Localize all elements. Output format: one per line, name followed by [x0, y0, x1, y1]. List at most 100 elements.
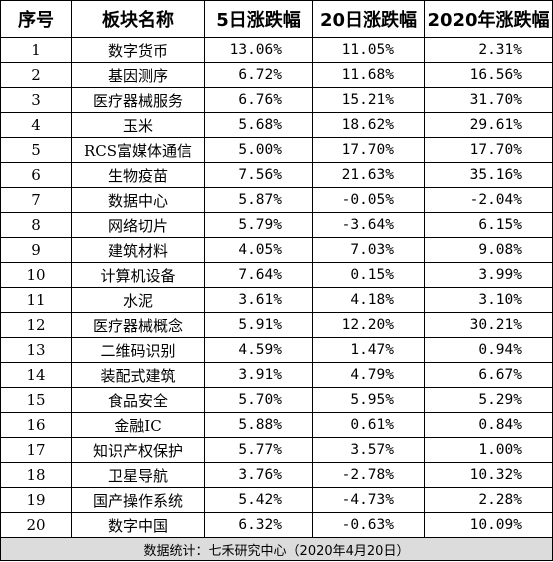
row-index-cell: 9: [0, 237, 72, 263]
change-20day-cell: 0.61%: [312, 412, 425, 438]
change-20day-cell: -2.78%: [312, 462, 425, 488]
change-ytd-cell: 6.67%: [424, 362, 553, 388]
change-20day-cell: 21.63%: [312, 162, 425, 188]
table-row: 1 数字货币 13.06% 11.05% 2.31%: [0, 37, 553, 63]
change-5day-cell: 3.91%: [204, 362, 313, 388]
table-row: 9 建筑材料 4.05% 7.03% 9.08%: [0, 237, 553, 263]
change-5day-cell: 7.64%: [204, 262, 313, 288]
table-row: 7 数据中心 5.87% -0.05% -2.04%: [0, 187, 553, 213]
row-index-cell: 5: [0, 137, 72, 163]
header-ytd-change: 2020年涨跌幅: [424, 0, 553, 38]
sector-name-cell: 建筑材料: [71, 237, 205, 263]
change-5day-cell: 3.76%: [204, 462, 313, 488]
sector-name-cell: 知识产权保护: [71, 437, 205, 463]
table-row: 11 水泥 3.61% 4.18% 3.10%: [0, 287, 553, 313]
change-20day-cell: 11.05%: [312, 37, 425, 63]
sector-name-cell: 国产操作系统: [71, 487, 205, 513]
row-index-cell: 12: [0, 312, 72, 338]
sector-name-cell: 基因测序: [71, 62, 205, 88]
change-5day-cell: 5.70%: [204, 387, 313, 413]
change-20day-cell: 4.79%: [312, 362, 425, 388]
row-index-cell: 1: [0, 37, 72, 63]
sector-name-cell: 数字货币: [71, 37, 205, 63]
row-index-cell: 8: [0, 212, 72, 238]
change-20day-cell: -3.64%: [312, 212, 425, 238]
data-source-note: 数据统计：七禾研究中心（2020年4月20日）: [0, 537, 553, 561]
table-row: 14 装配式建筑 3.91% 4.79% 6.67%: [0, 362, 553, 388]
table-row: 2 基因测序 6.72% 11.68% 16.56%: [0, 62, 553, 88]
header-5day-change: 5日涨跌幅: [204, 0, 313, 38]
change-ytd-cell: 31.70%: [424, 87, 553, 113]
change-20day-cell: 3.57%: [312, 437, 425, 463]
change-5day-cell: 5.88%: [204, 412, 313, 438]
change-5day-cell: 6.72%: [204, 62, 313, 88]
change-5day-cell: 5.68%: [204, 112, 313, 138]
change-5day-cell: 4.59%: [204, 337, 313, 363]
change-ytd-cell: 2.31%: [424, 37, 553, 63]
change-ytd-cell: 0.94%: [424, 337, 553, 363]
sector-name-cell: 计算机设备: [71, 262, 205, 288]
change-20day-cell: 4.18%: [312, 287, 425, 313]
table-row: 4 玉米 5.68% 18.62% 29.61%: [0, 112, 553, 138]
change-ytd-cell: 6.15%: [424, 212, 553, 238]
change-ytd-cell: 17.70%: [424, 137, 553, 163]
change-ytd-cell: 16.56%: [424, 62, 553, 88]
row-index-cell: 11: [0, 287, 72, 313]
row-index-cell: 13: [0, 337, 72, 363]
table-row: 17 知识产权保护 5.77% 3.57% 1.00%: [0, 437, 553, 463]
change-20day-cell: 18.62%: [312, 112, 425, 138]
change-5day-cell: 5.79%: [204, 212, 313, 238]
change-5day-cell: 6.32%: [204, 512, 313, 538]
row-index-cell: 7: [0, 187, 72, 213]
change-ytd-cell: 9.08%: [424, 237, 553, 263]
change-5day-cell: 7.56%: [204, 162, 313, 188]
table-row: 8 网络切片 5.79% -3.64% 6.15%: [0, 212, 553, 238]
change-20day-cell: -0.63%: [312, 512, 425, 538]
row-index-cell: 19: [0, 487, 72, 513]
change-20day-cell: 12.20%: [312, 312, 425, 338]
footer-row: 数据统计：七禾研究中心（2020年4月20日）: [0, 537, 553, 561]
change-5day-cell: 3.61%: [204, 287, 313, 313]
row-index-cell: 6: [0, 162, 72, 188]
row-index-cell: 2: [0, 62, 72, 88]
change-20day-cell: 17.70%: [312, 137, 425, 163]
sector-name-cell: 卫星导航: [71, 462, 205, 488]
header-index: 序号: [0, 0, 72, 38]
change-5day-cell: 5.00%: [204, 137, 313, 163]
row-index-cell: 20: [0, 512, 72, 538]
change-ytd-cell: 0.84%: [424, 412, 553, 438]
row-index-cell: 18: [0, 462, 72, 488]
change-ytd-cell: 3.10%: [424, 287, 553, 313]
row-index-cell: 15: [0, 387, 72, 413]
change-ytd-cell: 29.61%: [424, 112, 553, 138]
change-ytd-cell: 5.29%: [424, 387, 553, 413]
table-row: 5 RCS富媒体通信 5.00% 17.70% 17.70%: [0, 137, 553, 163]
header-20day-change: 20日涨跌幅: [312, 0, 425, 38]
row-index-cell: 4: [0, 112, 72, 138]
sector-name-cell: 医疗器械概念: [71, 312, 205, 338]
row-index-cell: 14: [0, 362, 72, 388]
sector-name-cell: 金融IC: [71, 412, 205, 438]
change-ytd-cell: 30.21%: [424, 312, 553, 338]
sector-name-cell: 二维码识别: [71, 337, 205, 363]
change-20day-cell: 11.68%: [312, 62, 425, 88]
change-20day-cell: -4.73%: [312, 487, 425, 513]
sector-name-cell: 水泥: [71, 287, 205, 313]
change-20day-cell: 5.95%: [312, 387, 425, 413]
row-index-cell: 3: [0, 87, 72, 113]
row-index-cell: 16: [0, 412, 72, 438]
sector-name-cell: RCS富媒体通信: [71, 137, 205, 163]
sector-name-cell: 数据中心: [71, 187, 205, 213]
change-ytd-cell: 10.32%: [424, 462, 553, 488]
change-5day-cell: 4.05%: [204, 237, 313, 263]
change-20day-cell: 15.21%: [312, 87, 425, 113]
header-sector-name: 板块名称: [71, 0, 205, 38]
change-5day-cell: 5.87%: [204, 187, 313, 213]
change-5day-cell: 5.77%: [204, 437, 313, 463]
table-row: 3 医疗器械服务 6.76% 15.21% 31.70%: [0, 87, 553, 113]
table-row: 10 计算机设备 7.64% 0.15% 3.99%: [0, 262, 553, 288]
header-row: 序号 板块名称 5日涨跌幅 20日涨跌幅 2020年涨跌幅: [0, 0, 553, 38]
sector-name-cell: 网络切片: [71, 212, 205, 238]
